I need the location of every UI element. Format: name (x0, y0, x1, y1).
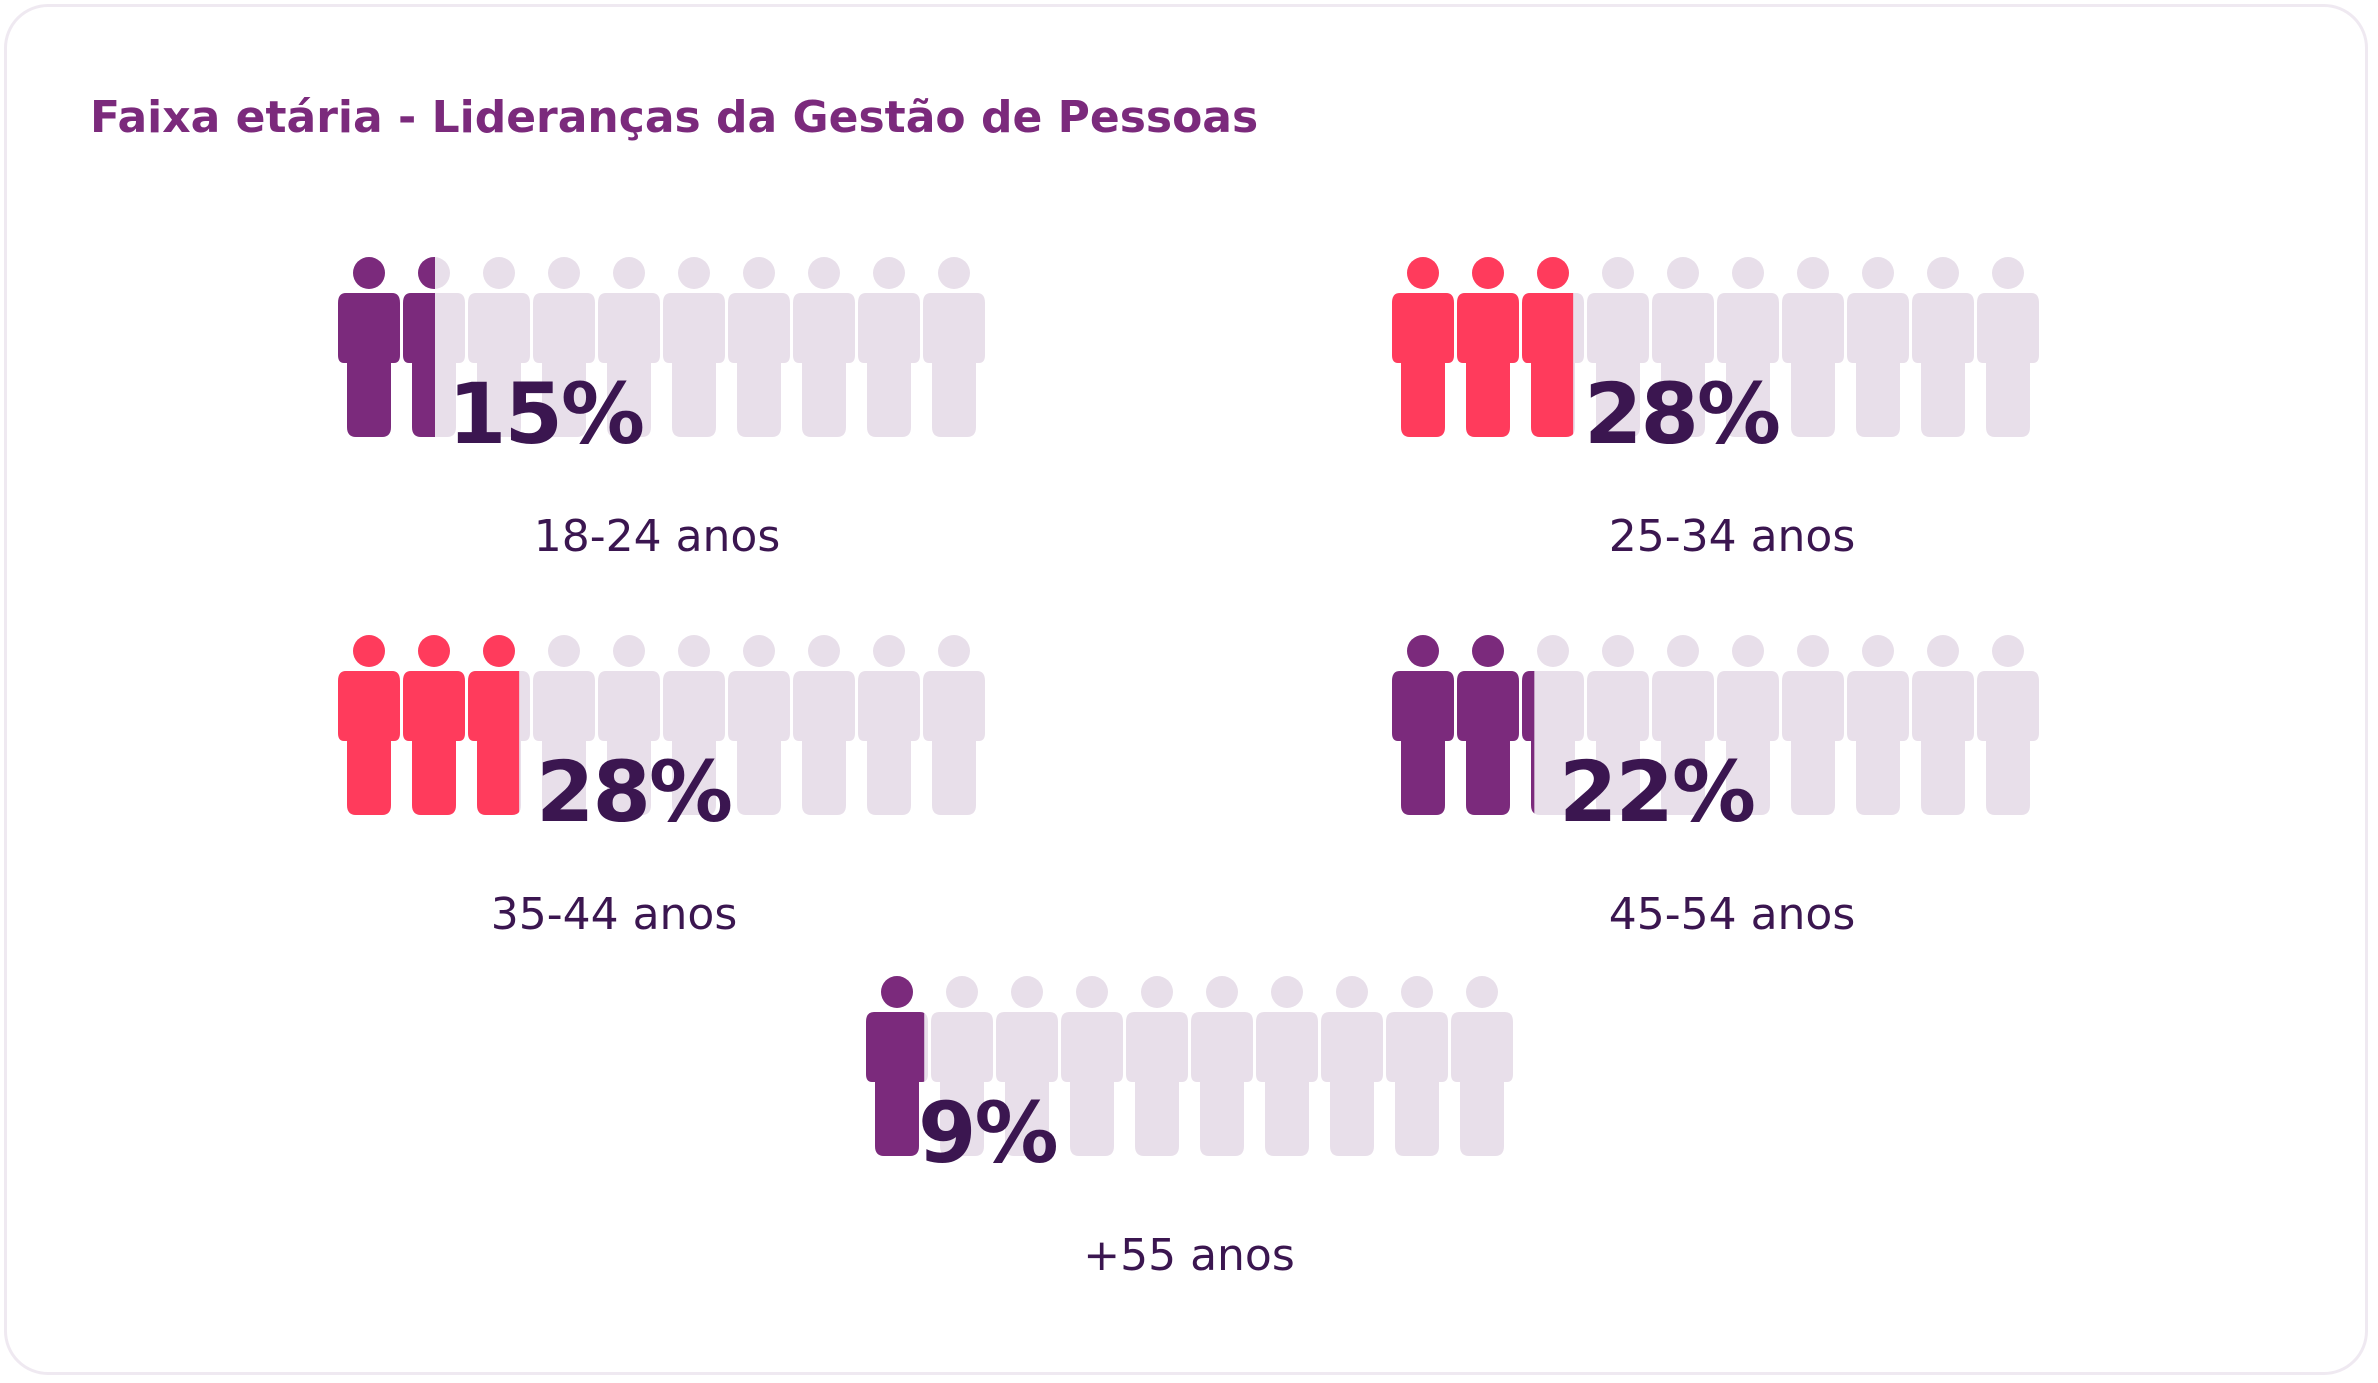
person-icon-inactive (1256, 976, 1318, 1156)
person-icon-inactive (1451, 976, 1513, 1156)
person-icon-inactive (793, 257, 855, 437)
percentage-label: 9% (918, 1084, 1059, 1182)
person-icon-inactive (1912, 257, 1974, 437)
person-icon-inactive (1847, 635, 1909, 815)
person-icon-inactive (728, 635, 790, 815)
percentage-label: 15% (448, 365, 645, 463)
pictogram-group-1 (338, 257, 985, 437)
age-range-label: 35-44 anos (490, 889, 738, 940)
person-icon-inactive (1191, 976, 1253, 1156)
person-icon-filled (1392, 257, 1454, 437)
person-icon-filled (1457, 635, 1519, 815)
person-icon-filled (338, 257, 400, 437)
percentage-label: 28% (1584, 365, 1781, 463)
person-icon-inactive (1061, 976, 1123, 1156)
person-icon-inactive (663, 257, 725, 437)
person-icon-filled (403, 635, 465, 815)
person-icon-inactive (1386, 976, 1448, 1156)
person-icon-filled (1457, 257, 1519, 437)
age-range-label: 18-24 anos (533, 511, 781, 562)
person-icon-inactive (923, 635, 985, 815)
person-icon-inactive (793, 635, 855, 815)
person-icon-inactive (1977, 257, 2039, 437)
person-icon-inactive (858, 257, 920, 437)
percentage-label: 28% (536, 743, 733, 841)
chart-title: Faixa etária - Lideranças da Gestão de P… (90, 92, 1259, 143)
person-icon-filled (338, 635, 400, 815)
person-icon-inactive (728, 257, 790, 437)
person-icon-inactive (1782, 257, 1844, 437)
age-range-label: +55 anos (1083, 1230, 1295, 1281)
person-icon-inactive (1977, 635, 2039, 815)
person-icon-inactive (1321, 976, 1383, 1156)
person-icon-inactive (1126, 976, 1188, 1156)
person-icon-inactive (858, 635, 920, 815)
person-icon-filled (1392, 635, 1454, 815)
age-range-label: 45-54 anos (1608, 889, 1856, 940)
person-icon-inactive (1847, 257, 1909, 437)
person-icon-inactive (1782, 635, 1844, 815)
percentage-label: 22% (1559, 743, 1756, 841)
age-range-label: 25-34 anos (1608, 511, 1856, 562)
person-icon-inactive (923, 257, 985, 437)
person-icon-inactive (1912, 635, 1974, 815)
